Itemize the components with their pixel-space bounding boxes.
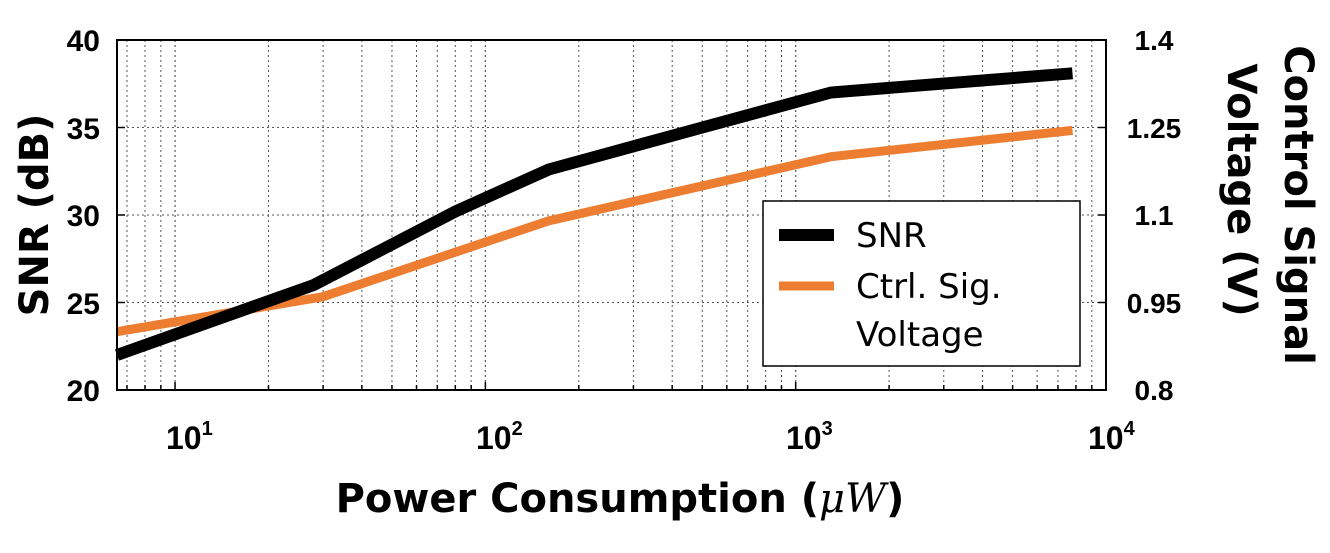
y-left-tick-label: 30 — [67, 200, 100, 233]
y-right-tick-label: 0.8 — [1135, 375, 1174, 406]
y-right-tick-label: 1.4 — [1135, 25, 1174, 56]
legend: SNR Ctrl. Sig. Voltage — [762, 200, 1081, 367]
tick-marks — [117, 39, 1106, 391]
y-right-tick-labels: 0.8 0.95 1.1 1.25 1.4 — [1127, 25, 1182, 406]
y-right-axis-title-line1: Control Signal — [1275, 45, 1321, 365]
y-left-tick-label: 25 — [67, 288, 100, 321]
y-right-tick-label: 1.1 — [1135, 200, 1174, 231]
y-left-tick-label: 20 — [67, 375, 100, 408]
x-tick-label: 103 — [786, 418, 833, 456]
legend-label-ctrl-line1: Ctrl. Sig. — [856, 267, 1002, 307]
y-right-tick-label: 0.95 — [1127, 288, 1182, 319]
x-tick-label: 104 — [1088, 418, 1136, 456]
legend-label-snr: SNR — [856, 216, 927, 256]
x-axis-title: Power Consumption (μW) — [336, 476, 905, 522]
series-line-snr — [114, 67, 1073, 361]
y-right-tick-label: 1.25 — [1127, 113, 1182, 144]
x-tick-labels: 101 102 103 104 — [166, 418, 1136, 456]
y-left-tick-label: 40 — [67, 25, 100, 58]
y-left-axis-title: SNR (dB) — [12, 114, 58, 317]
legend-label-ctrl-line2: Voltage — [856, 315, 984, 355]
x-tick-label: 102 — [476, 418, 523, 456]
y-left-tick-label: 35 — [67, 113, 100, 146]
y-right-axis-title-line2: Voltage (V) — [1218, 63, 1264, 316]
y-left-tick-labels: 20 25 30 35 40 — [67, 25, 100, 408]
x-tick-label: 101 — [166, 418, 213, 456]
series-layer — [114, 67, 1073, 361]
